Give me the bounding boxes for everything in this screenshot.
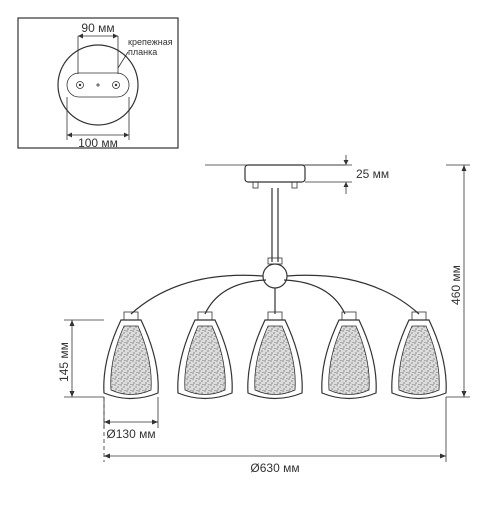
- dim-shade-diameter: Ø130 мм: [104, 397, 158, 441]
- dim-total-height: 460 мм: [446, 165, 470, 397]
- dim-shade-height: 145 мм: [57, 320, 104, 397]
- dim-shade-dia-label: Ø130 мм: [106, 427, 155, 441]
- dim-total-height-label: 460 мм: [449, 265, 463, 305]
- dim-cap-height: 25 мм: [305, 155, 389, 194]
- diagram-root: 90 мм крепежная планка 100 мм: [0, 0, 500, 500]
- dim-cap-height-label: 25 мм: [356, 167, 389, 181]
- inset-annotation-line1: крепежная: [128, 37, 173, 47]
- inset-top-dim: 90 мм: [81, 21, 114, 35]
- dim-total-width-label: Ø630 мм: [250, 461, 299, 475]
- inset-box: 90 мм крепежная планка 100 мм: [18, 18, 178, 150]
- inset-bottom-dim: 100 мм: [78, 136, 118, 150]
- shade-3: [248, 320, 302, 399]
- shade-5: [392, 320, 446, 399]
- chandelier-main: [104, 165, 446, 399]
- shade-4: [322, 320, 376, 399]
- shade-1: [104, 320, 158, 399]
- inset-annotation-line2: планка: [128, 47, 157, 57]
- dim-shade-height-label: 145 мм: [57, 342, 71, 382]
- shade-2: [178, 320, 232, 399]
- ceiling-cap: [245, 165, 305, 182]
